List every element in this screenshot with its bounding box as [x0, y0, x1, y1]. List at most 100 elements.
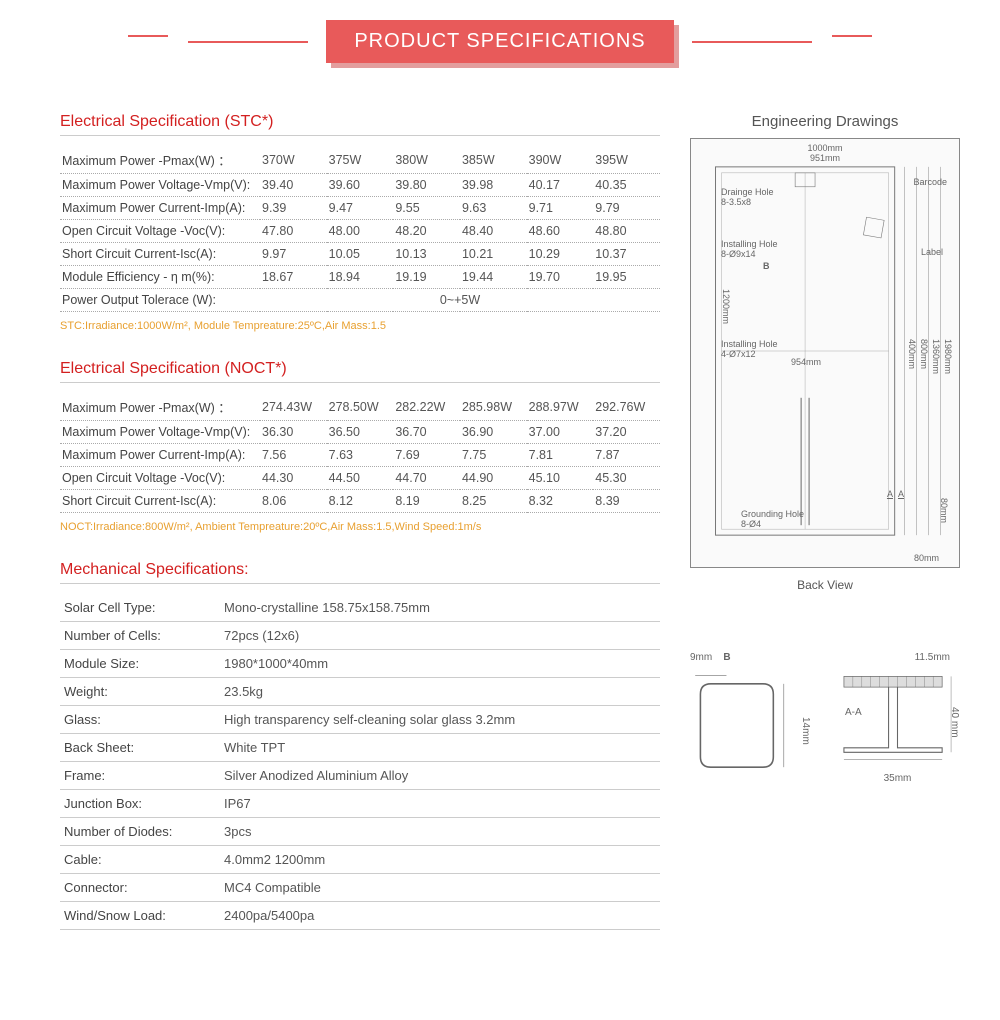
spec-value: 39.40: [260, 174, 327, 197]
table-row: Connector:MC4 Compatible: [60, 874, 660, 902]
spec-value: 23.5kg: [220, 678, 660, 706]
spec-value: 48.00: [327, 220, 394, 243]
spec-value: 9.79: [593, 197, 660, 220]
spec-label: Short Circuit Current-Isc(A):: [60, 490, 260, 513]
table-row: Back Sheet:White TPT: [60, 734, 660, 762]
spec-value: 8.25: [460, 490, 527, 513]
note-barcode: Barcode: [913, 177, 947, 187]
spec-value: 37.00: [527, 421, 594, 444]
detail-a-115: 11.5mm: [835, 652, 960, 663]
spec-value: 39.80: [393, 174, 460, 197]
spec-value: White TPT: [220, 734, 660, 762]
spec-value: 48.80: [593, 220, 660, 243]
dim-1360: 1360mm: [931, 339, 941, 374]
spec-value: 10.13: [393, 243, 460, 266]
detail-a: 11.5mm A-A 40 mm 35mm: [835, 652, 960, 791]
table-row: Short Circuit Current-Isc(A):8.068.128.1…: [60, 490, 660, 513]
spec-value: Mono-crystalline 158.75x158.75mm: [220, 594, 660, 622]
dim-1980: 1980mm: [943, 339, 953, 374]
spec-value: 19.44: [460, 266, 527, 289]
spec-label: Maximum Power Voltage-Vmp(V):: [60, 421, 260, 444]
note-install1: Installing Hole 8-Ø9x14: [721, 239, 778, 259]
detail-a-35: 35mm: [835, 773, 960, 784]
spec-value: 44.70: [393, 467, 460, 490]
spec-value: 36.70: [393, 421, 460, 444]
spec-value: 9.97: [260, 243, 327, 266]
banner-title: PRODUCT SPECIFICATIONS: [326, 20, 673, 63]
table-row: Maximum Power -Pmax(W) ：370W375W380W385W…: [60, 146, 660, 174]
spec-value: 8.06: [260, 490, 327, 513]
spec-value: 8.19: [393, 490, 460, 513]
detail-b: 9mm B 14mm: [690, 652, 815, 791]
spec-label: Wind/Snow Load:: [60, 902, 220, 930]
table-row: Weight:23.5kg: [60, 678, 660, 706]
spec-value: 375W: [327, 146, 394, 174]
spec-value: 9.63: [460, 197, 527, 220]
spec-value: 7.87: [593, 444, 660, 467]
spec-value: 7.69: [393, 444, 460, 467]
note-install2: Installing Hole 4-Ø7x12: [721, 339, 778, 359]
detail-b-14mm: 14mm: [800, 717, 811, 745]
spec-label: Cable:: [60, 846, 220, 874]
table-row: Maximum Power Current-Imp(A):7.567.637.6…: [60, 444, 660, 467]
table-row: Number of Diodes:3pcs: [60, 818, 660, 846]
spec-value: 36.50: [327, 421, 394, 444]
spec-label: Module Efficiency - η m(%):: [60, 266, 260, 289]
noct-table: Maximum Power -Pmax(W) ：274.43W278.50W28…: [60, 393, 660, 513]
spec-value: 9.71: [527, 197, 594, 220]
spec-value: 19.95: [593, 266, 660, 289]
dim-954: 954mm: [791, 357, 821, 367]
spec-value: Silver Anodized Aluminium Alloy: [220, 762, 660, 790]
spec-value: 48.20: [393, 220, 460, 243]
spec-value: 19.19: [393, 266, 460, 289]
table-row: Junction Box:IP67: [60, 790, 660, 818]
spec-value: High transparency self-cleaning solar gl…: [220, 706, 660, 734]
dim-400: 400mm: [907, 339, 917, 369]
banner-line-left: [188, 41, 308, 43]
spec-value: 37.20: [593, 421, 660, 444]
detail-b-label: B: [723, 652, 730, 663]
dim-80b: 80mm: [914, 553, 939, 563]
spec-value: 390W: [527, 146, 594, 174]
noct-footnote: NOCT:Irradiance:800W/m², Ambient Temprea…: [60, 521, 660, 533]
spec-label: Module Size:: [60, 650, 220, 678]
table-row: Power Output Tolerace (W):0~+5W: [60, 289, 660, 312]
spec-label: Maximum Power Current-Imp(A):: [60, 197, 260, 220]
note-ground: Grounding Hole 8-Ø4: [741, 509, 804, 529]
note-label: Label: [921, 247, 943, 257]
eng-title: Engineering Drawings: [690, 113, 960, 130]
spec-value: 7.56: [260, 444, 327, 467]
spec-value: 278.50W: [327, 393, 394, 421]
banner: PRODUCT SPECIFICATIONS: [0, 20, 1000, 63]
dim-1200: 1200mm: [721, 289, 731, 324]
stc-footnote: STC:Irradiance:1000W/m², Module Tempreat…: [60, 320, 660, 332]
table-row: Frame:Silver Anodized Aluminium Alloy: [60, 762, 660, 790]
spec-value: IP67: [220, 790, 660, 818]
spec-value: 7.75: [460, 444, 527, 467]
spec-value: 10.21: [460, 243, 527, 266]
spec-label: Connector:: [60, 874, 220, 902]
table-row: Wind/Snow Load:2400pa/5400pa: [60, 902, 660, 930]
spec-label: Frame:: [60, 762, 220, 790]
spec-value: 282.22W: [393, 393, 460, 421]
table-row: Solar Cell Type:Mono-crystalline 158.75x…: [60, 594, 660, 622]
spec-value: 10.37: [593, 243, 660, 266]
spec-value: 4.0mm2 1200mm: [220, 846, 660, 874]
spec-value: 48.40: [460, 220, 527, 243]
spec-value: 385W: [460, 146, 527, 174]
spec-value: 0~+5W: [260, 289, 660, 312]
mech-title: Mechanical Specifications:: [60, 561, 660, 584]
spec-value: 47.80: [260, 220, 327, 243]
table-row: Maximum Power -Pmax(W) ：274.43W278.50W28…: [60, 393, 660, 421]
spec-value: 3pcs: [220, 818, 660, 846]
spec-label: Maximum Power Current-Imp(A):: [60, 444, 260, 467]
table-row: Short Circuit Current-Isc(A):9.9710.0510…: [60, 243, 660, 266]
spec-value: 39.98: [460, 174, 527, 197]
spec-value: 10.29: [527, 243, 594, 266]
table-row: Number of Cells:72pcs (12x6): [60, 622, 660, 650]
detail-a-40: 40 mm: [949, 707, 960, 738]
spec-label: Maximum Power -Pmax(W) ：: [60, 146, 260, 174]
spec-value: 292.76W: [593, 393, 660, 421]
spec-value: 8.32: [527, 490, 594, 513]
spec-value: 7.63: [327, 444, 394, 467]
